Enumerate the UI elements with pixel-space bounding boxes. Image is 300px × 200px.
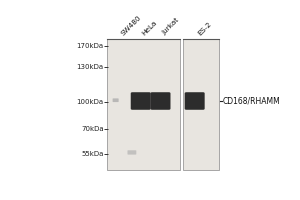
FancyBboxPatch shape: [128, 150, 136, 155]
Text: SW480: SW480: [120, 14, 142, 36]
Text: 100kDa: 100kDa: [76, 99, 104, 105]
FancyBboxPatch shape: [112, 98, 118, 102]
Text: Jurkat: Jurkat: [161, 17, 180, 36]
Bar: [107, 39, 181, 170]
Text: 70kDa: 70kDa: [81, 126, 104, 132]
Text: ES-2: ES-2: [197, 20, 213, 36]
FancyBboxPatch shape: [151, 92, 170, 110]
FancyBboxPatch shape: [185, 92, 205, 110]
Text: CD168/RHAMM: CD168/RHAMM: [222, 97, 280, 106]
Text: 55kDa: 55kDa: [81, 151, 104, 157]
FancyBboxPatch shape: [131, 92, 151, 110]
Text: HeLa: HeLa: [141, 19, 158, 36]
Text: 130kDa: 130kDa: [76, 64, 104, 70]
Text: 170kDa: 170kDa: [76, 43, 104, 49]
Bar: [183, 39, 219, 170]
